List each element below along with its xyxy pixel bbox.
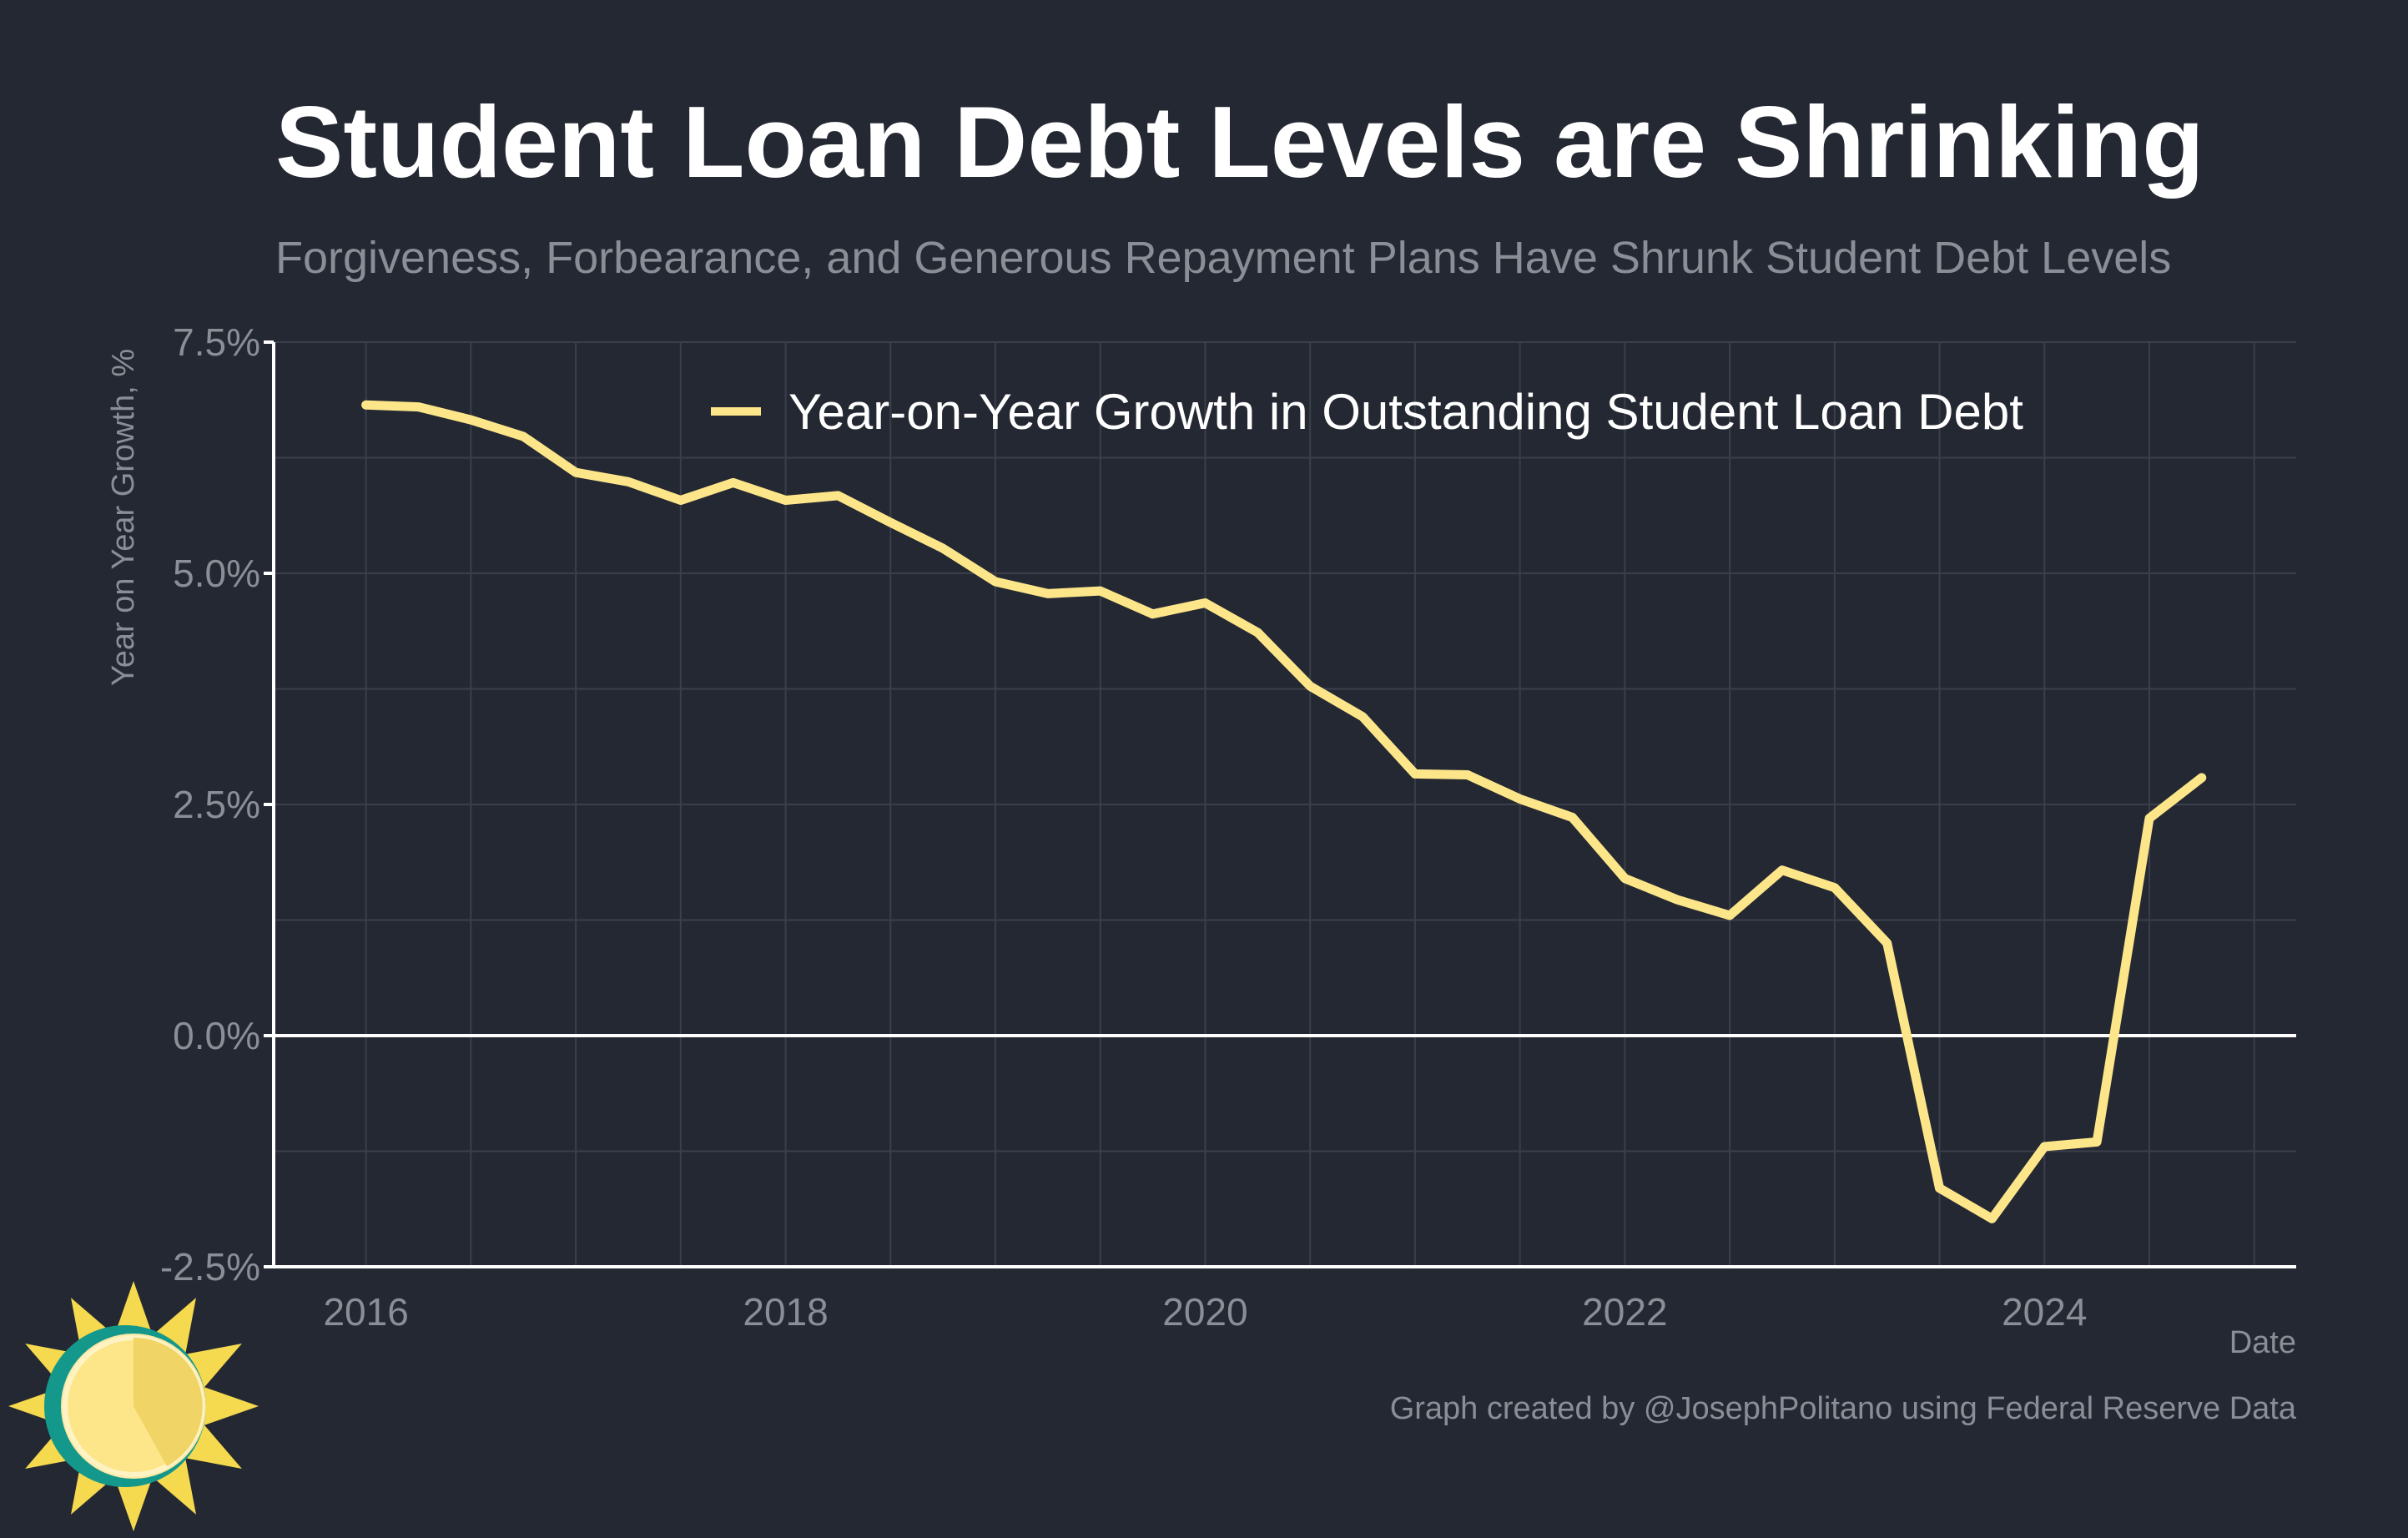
chart-title: Student Loan Debt Levels are Shrinking: [275, 85, 2204, 199]
x-tick-label: 2020: [1162, 1290, 1247, 1334]
x-tick-labels: 2016 2018 2020 2022 2024: [323, 1290, 2087, 1334]
y-tick-label: 7.5%: [173, 320, 260, 364]
x-tick-label: 2016: [323, 1290, 408, 1334]
legend: Year-on-Year Growth in Outstanding Stude…: [711, 384, 2023, 440]
sun-logo: [8, 1281, 259, 1531]
y-tick-labels: -2.5% 0.0% 2.5% 5.0% 7.5%: [160, 320, 274, 1288]
legend-label: Year-on-Year Growth in Outstanding Stude…: [788, 384, 2023, 440]
x-tick-label: 2018: [743, 1290, 828, 1334]
chart-credit: Graph created by @JosephPolitano using F…: [1390, 1391, 2297, 1426]
y-tick-label: 0.0%: [173, 1014, 260, 1057]
x-tick-label: 2022: [1582, 1290, 1667, 1334]
series-layer: [361, 400, 2207, 1223]
y-tick-label: -2.5%: [160, 1245, 260, 1288]
grid-lines: [274, 341, 2296, 1268]
logo-clock-hand: [133, 1337, 203, 1466]
y-tick-label: 2.5%: [173, 783, 260, 826]
series-line: [361, 400, 2207, 1223]
x-tick-label: 2024: [2002, 1290, 2087, 1334]
chart-subtitle: Forgiveness, Forbearance, and Generous R…: [275, 233, 2172, 283]
x-axis-title: Date: [2229, 1325, 2296, 1360]
y-axis-title: Year on Year Growth, %: [106, 349, 141, 686]
y-tick-label: 5.0%: [173, 552, 260, 595]
